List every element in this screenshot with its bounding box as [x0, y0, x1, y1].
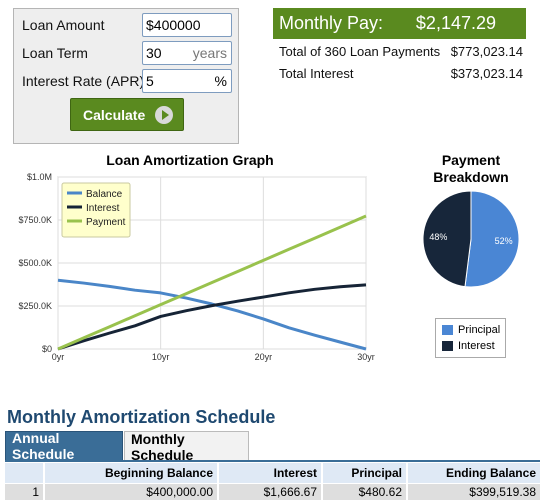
series-line-payment: [57, 214, 367, 351]
y-tick-label: $0: [42, 344, 52, 354]
cell-ending-balance: $399,519.38: [406, 484, 540, 500]
legend-label-interest: Interest: [86, 203, 120, 214]
col-header-beginning-balance: Beginning Balance: [43, 463, 217, 483]
total-payments-label: Total of 360 Loan Payments: [279, 44, 441, 59]
tab-monthly-label: Monthly Schedule: [131, 430, 194, 463]
loan-amount-label: Loan Amount: [22, 17, 105, 33]
interest-swatch: [442, 341, 453, 351]
calculate-label: Calculate: [83, 106, 146, 123]
principal-swatch: [442, 325, 453, 335]
pie-label-principal: 52%: [495, 236, 513, 246]
tab-annual-schedule[interactable]: Annual Schedule: [5, 430, 123, 462]
chart-legend: [61, 182, 131, 238]
x-tick-label: 30yr: [357, 352, 375, 362]
cell-month: 1: [5, 484, 43, 500]
loan-term-value: 30: [146, 45, 162, 61]
y-tick-label: $250.0K: [18, 301, 52, 311]
schedule-divider: [5, 460, 540, 462]
table-row: 1 $400,000.00 $1,666.67 $480.62 $399,519…: [5, 484, 540, 500]
loan-term-input[interactable]: 30 years: [142, 41, 232, 65]
pie-label-interest: 48%: [429, 232, 447, 242]
y-tick-label: $1.0M: [27, 172, 52, 182]
cell-interest: $1,666.67: [217, 484, 321, 500]
loan-amount-row: Loan Amount: [22, 13, 105, 37]
loan-term-label: Loan Term: [22, 45, 88, 61]
play-arrow-icon: [155, 106, 173, 124]
x-tick-label: 0yr: [52, 352, 65, 362]
y-tick-label: $750.0K: [18, 215, 52, 225]
series-line-interest: [57, 283, 367, 351]
total-interest-value: $373,023.14: [450, 66, 523, 81]
interest-rate-input[interactable]: 5 %: [142, 69, 232, 93]
col-header-interest: Interest: [217, 463, 321, 483]
pie-legend-principal-label: Principal: [458, 324, 501, 336]
col-header-ending-balance: Ending Balance: [406, 463, 540, 483]
schedule-table-header: Beginning Balance Interest Principal End…: [5, 463, 540, 483]
total-interest-label: Total Interest: [279, 66, 354, 81]
cell-beginning-balance: $400,000.00: [43, 484, 217, 500]
loan-term-row: Loan Term: [22, 41, 88, 65]
calculate-button[interactable]: Calculate: [70, 98, 184, 131]
interest-rate-unit: %: [214, 73, 227, 89]
x-tick-label: 20yr: [255, 352, 273, 362]
monthly-pay-bar: Monthly Pay: $2,147.29: [273, 8, 526, 39]
x-tick-label: 10yr: [152, 352, 170, 362]
total-interest-row: Total Interest $373,023.14: [279, 66, 523, 81]
cell-principal: $480.62: [321, 484, 406, 500]
pie-legend-interest-label: Interest: [458, 340, 495, 352]
monthly-pay-value: $2,147.29: [415, 13, 496, 33]
tab-monthly-schedule[interactable]: Monthly Schedule: [124, 430, 249, 463]
schedule-title: Monthly Amortization Schedule: [7, 407, 276, 427]
loan-amount-input[interactable]: $400000: [142, 13, 232, 37]
monthly-pay-label: Monthly Pay:: [279, 13, 384, 33]
col-header-month: [5, 463, 43, 483]
loan-term-unit: years: [192, 45, 227, 61]
y-tick-label: $500.0K: [18, 258, 52, 268]
pie-slice-interest: [422, 190, 472, 288]
col-header-principal: Principal: [321, 463, 406, 483]
interest-rate-value: 5: [146, 73, 154, 89]
loan-calculator-panel: Loan Amount $400000 Loan Term 30 years I…: [13, 8, 239, 144]
amortization-chart: $0 $250.0K $500.0K $750.0K $1.0M 0yr 10yr 20yr 3…: [18, 172, 375, 362]
total-payments-row: Total of 360 Loan Payments $773,023.14: [279, 44, 523, 59]
legend-label-payment: Payment: [86, 217, 126, 228]
legend-label-balance: Balance: [86, 189, 123, 200]
pie-legend-item-principal: Principal: [442, 324, 500, 336]
total-payments-value: $773,023.14: [450, 44, 523, 59]
pie-legend-item-interest: Interest: [442, 340, 495, 352]
pie-slice-principal: [464, 190, 520, 288]
payment-breakdown-pie: 52% 48%: [422, 190, 520, 288]
loan-amount-value: $400000: [146, 17, 201, 33]
pie-legend: Principal Interest: [435, 318, 506, 358]
series-line-balance: [57, 278, 367, 351]
amortization-chart-title: Loan Amortization Graph: [106, 152, 274, 168]
payment-breakdown-title: Payment Breakdown: [433, 152, 509, 185]
interest-rate-row: Interest Rate (APR): [22, 69, 144, 93]
interest-rate-label: Interest Rate (APR): [22, 73, 145, 89]
tab-annual-label: Annual Schedule: [12, 430, 75, 462]
